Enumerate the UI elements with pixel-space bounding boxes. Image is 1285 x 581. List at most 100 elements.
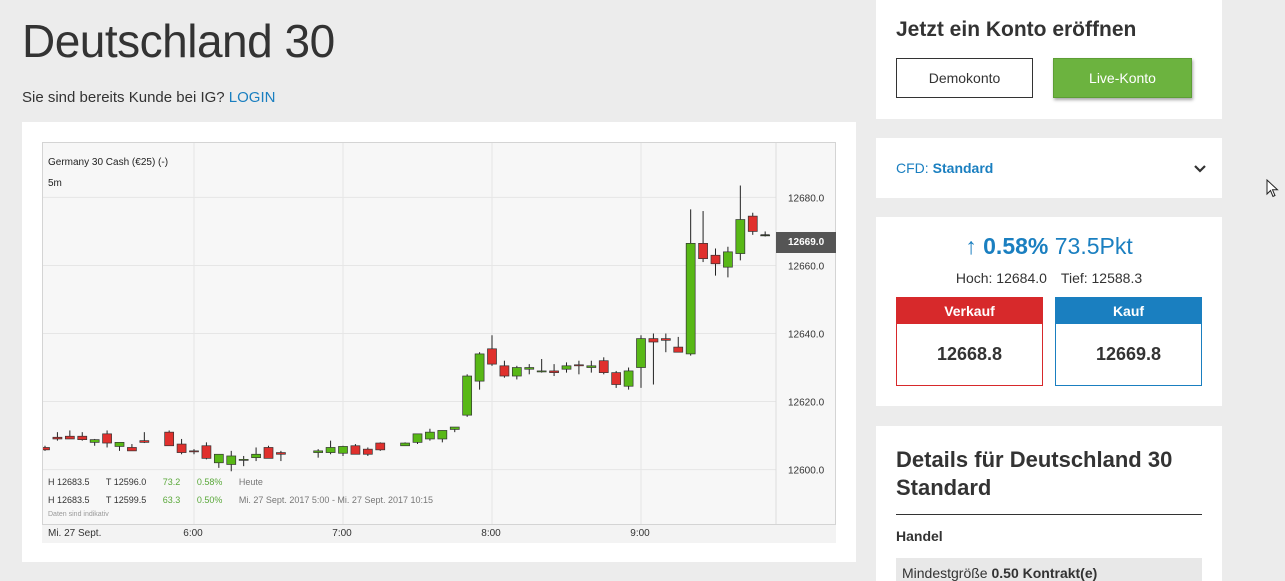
low-value: Tief: 12588.3	[1060, 270, 1143, 286]
details-title: Details für Deutschland 30 Standard	[896, 446, 1202, 515]
candle-up	[325, 447, 336, 453]
chevron-down-icon[interactable]	[1192, 160, 1208, 176]
quote-card: ↑ 0.58% 73.5Pkt Hoch: 12684.0 Tief: 12588…	[876, 217, 1222, 406]
cfd-selector[interactable]: CFD: Standard	[876, 138, 1222, 198]
candle-down	[648, 338, 659, 343]
chart-stats-range: H 12683.5 T 12599.5 63.3 0.50% Mi. 27 Se…	[48, 495, 447, 505]
price-change: ↑ 0.58% 73.5Pkt	[876, 233, 1222, 260]
candle-down	[201, 445, 212, 459]
candle-down	[375, 442, 386, 451]
candle-down	[574, 364, 584, 367]
stat-label: Mi. 27 Sept. 2017 5:00 - Mi. 27 Sept. 20…	[238, 495, 434, 505]
candle-down	[176, 443, 187, 453]
candle-down	[43, 447, 50, 451]
candle-up	[412, 433, 423, 443]
candle-up	[114, 442, 125, 447]
candle-down	[611, 372, 622, 385]
candle-up	[313, 450, 324, 453]
candle-down	[660, 338, 671, 341]
mouse-cursor-icon	[1266, 179, 1279, 198]
candle-down	[164, 431, 175, 447]
change-points: 73.5Pkt	[1054, 233, 1133, 259]
high-low-line: Hoch: 12684.0 Tief: 12588.3	[876, 270, 1222, 286]
candle-down	[139, 440, 150, 443]
candle-up	[735, 219, 746, 254]
stat-low: T 12596.0	[105, 477, 147, 487]
candle-up	[449, 426, 460, 430]
cfd-label: CFD:	[896, 160, 929, 176]
candle-up	[586, 365, 597, 368]
candle-down	[362, 448, 373, 455]
candle-down	[747, 215, 758, 232]
stat-pct: 0.58%	[196, 477, 223, 487]
stat-pct: 0.50%	[196, 495, 223, 505]
price-chart[interactable]: 12600.0 12620.0 12640.0 12660.0 12680.0 Germ…	[42, 142, 836, 525]
candle-down	[263, 447, 274, 459]
candle-down	[710, 254, 721, 265]
detail-row-value: 0.50 Kontrakt(e)	[991, 565, 1098, 581]
candle-up	[561, 365, 572, 370]
login-link[interactable]: LOGIN	[228, 89, 276, 106]
candle-up	[251, 453, 261, 459]
sell-button[interactable]: Verkauf 12668.8	[896, 297, 1043, 386]
candle-down	[102, 433, 112, 444]
candle-down	[77, 435, 88, 440]
candle-down	[189, 450, 199, 453]
candle-down	[52, 436, 63, 440]
candle-up	[536, 370, 547, 373]
open-account-card: Jetzt ein Konto eröffnen Demokonto Live-…	[876, 0, 1222, 119]
details-card: Details für Deutschland 30 Standard Hand…	[876, 426, 1222, 581]
x-tick-label: 8:00	[481, 528, 501, 539]
cfd-label-line: CFD: Standard	[896, 160, 993, 176]
sell-label: Verkauf	[897, 298, 1042, 324]
detail-row: Mindestgröße 0.50 Kontrakt(e)	[896, 558, 1202, 581]
login-prompt-text: Sie sind bereits Kunde bei IG?	[22, 89, 225, 106]
candle-down	[598, 360, 609, 373]
open-account-heading: Jetzt ein Konto eröffnen	[896, 18, 1137, 41]
candle-up	[425, 431, 435, 440]
chart-disclaimer: Daten sind indikativ	[48, 511, 109, 518]
chart-instrument-label: Germany 30 Cash (€25) (-)	[48, 157, 169, 168]
candle-down	[64, 435, 75, 440]
detail-row-label: Mindestgröße	[902, 565, 988, 581]
login-prompt: Sie sind bereits Kunde bei IG? LOGIN	[22, 89, 275, 106]
change-percent: 0.58%	[983, 233, 1049, 259]
x-tick-label: 6:00	[183, 528, 203, 539]
candle-up	[511, 367, 522, 377]
cfd-value: Standard	[932, 160, 994, 176]
y-tick-label: 12660.0	[788, 261, 825, 272]
current-price-tag: 12669.0	[776, 232, 836, 253]
y-tick-label: 12600.0	[788, 466, 825, 477]
x-axis-date-label: Mi. 27 Sept.	[48, 528, 102, 539]
chart-interval-label: 5m	[48, 178, 62, 189]
candle-down	[276, 452, 286, 455]
candle-up	[636, 338, 646, 368]
y-tick-label: 12620.0	[788, 398, 825, 409]
candle-up	[462, 375, 473, 416]
candle-down	[499, 365, 510, 377]
candle-up	[524, 367, 535, 370]
chart-card: 12600.0 12620.0 12640.0 12660.0 12680.0 Germ…	[22, 122, 856, 562]
candle-up	[238, 459, 249, 461]
stat-change: 63.3	[162, 495, 181, 505]
chart-canvas: 12600.0 12620.0 12640.0 12660.0 12680.0	[43, 143, 825, 524]
stat-label: Heute	[238, 477, 263, 487]
chart-stats-today: H 12683.5 T 12596.0 73.2 0.58% Heute	[48, 477, 277, 487]
buy-button[interactable]: Kauf 12669.8	[1055, 297, 1202, 386]
candle-up	[685, 243, 696, 355]
candle-up	[213, 453, 224, 464]
stat-high: H 12683.5	[48, 495, 90, 505]
candle-down	[673, 346, 684, 353]
buy-label: Kauf	[1056, 298, 1201, 324]
candle-down	[698, 243, 708, 260]
candle-up	[437, 430, 448, 440]
candle-down	[350, 445, 361, 455]
candle-down	[549, 370, 559, 373]
buy-price: 12669.8	[1095, 344, 1162, 364]
stat-high: H 12683.5	[48, 477, 90, 487]
stat-change: 73.2	[162, 477, 181, 487]
page-title: Deutschland 30	[22, 15, 335, 67]
chart-x-axis: Mi. 27 Sept. 6:00 7:00 8:00 9:00	[42, 525, 836, 543]
live-account-button[interactable]: Live-Konto	[1053, 58, 1192, 98]
demo-account-button[interactable]: Demokonto	[896, 58, 1033, 98]
